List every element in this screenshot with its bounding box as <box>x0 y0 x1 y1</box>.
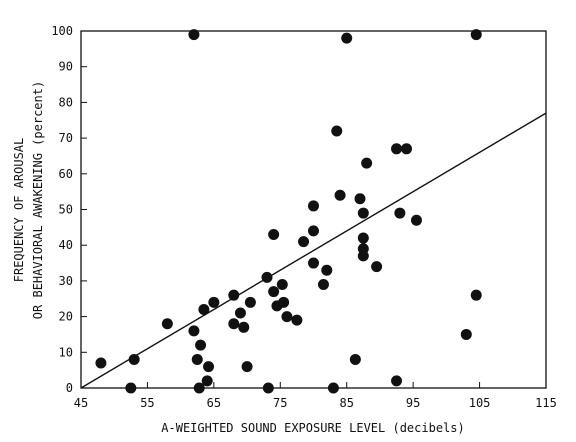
y-tick-label: 80 <box>59 95 73 109</box>
y-tick-label: 10 <box>59 345 73 359</box>
data-point <box>188 29 200 41</box>
data-point <box>208 296 220 308</box>
data-point <box>188 325 200 337</box>
y-axis-title-line1: FREQUENCY OF AROUSAL <box>12 138 26 283</box>
data-point <box>349 353 361 365</box>
y-tick-label: 40 <box>59 238 73 252</box>
y-tick-label: 50 <box>59 203 73 217</box>
y-tick-label: 0 <box>66 381 73 395</box>
y-tick-label: 60 <box>59 167 73 181</box>
data-point <box>125 382 137 394</box>
data-point <box>261 271 273 283</box>
data-point <box>298 236 310 248</box>
data-point <box>276 278 288 290</box>
data-point <box>281 311 293 323</box>
y-tick-label: 100 <box>51 24 73 38</box>
data-point <box>241 361 253 373</box>
data-point <box>371 261 383 273</box>
data-point <box>234 307 246 319</box>
x-axis-ticks: 45 55 65 75 85 95 105 115 <box>74 382 557 410</box>
data-point <box>268 228 280 240</box>
x-tick-label: 75 <box>273 396 287 410</box>
data-point <box>228 289 240 301</box>
data-point <box>191 353 203 365</box>
data-point <box>361 157 373 169</box>
data-point <box>195 339 207 351</box>
data-point <box>321 264 333 276</box>
x-tick-label: 45 <box>74 396 88 410</box>
data-point <box>357 207 369 219</box>
data-point <box>317 278 329 290</box>
data-point <box>201 375 213 387</box>
data-point <box>128 353 140 365</box>
trend-line <box>80 112 547 389</box>
data-point <box>331 125 343 137</box>
data-point <box>394 207 406 219</box>
x-tick-label: 65 <box>207 396 221 410</box>
data-point <box>308 225 319 237</box>
data-point <box>238 321 250 333</box>
data-point <box>203 361 215 373</box>
data-point <box>308 200 319 212</box>
data-point <box>334 189 346 201</box>
y-tick-label: 70 <box>59 131 73 145</box>
data-point <box>391 375 403 387</box>
x-tick-label: 105 <box>469 396 491 410</box>
data-point <box>161 318 173 330</box>
data-point <box>354 193 366 205</box>
data-point <box>460 328 472 340</box>
data-point <box>228 318 240 330</box>
data-point <box>401 143 412 155</box>
data-point <box>198 303 210 315</box>
data-point <box>410 214 422 226</box>
data-point <box>262 382 274 394</box>
x-axis-title: A-WEIGHTED SOUND EXPOSURE LEVEL (decibel… <box>161 421 464 435</box>
data-point <box>470 289 482 301</box>
data-point <box>193 382 205 394</box>
data-points <box>95 29 482 394</box>
data-point <box>357 232 369 244</box>
y-axis-title-line2: OR BEHAVIORAL AWAKENING (percent) <box>31 81 45 319</box>
x-tick-label: 55 <box>140 396 154 410</box>
x-tick-label: 85 <box>339 396 353 410</box>
x-tick-label: 95 <box>406 396 420 410</box>
data-point <box>95 357 107 369</box>
y-axis-title: FREQUENCY OF AROUSAL OR BEHAVIORAL AWAKE… <box>12 81 45 319</box>
data-point <box>308 257 319 269</box>
data-point <box>327 382 339 394</box>
y-tick-label: 20 <box>59 310 73 324</box>
data-point <box>470 29 482 41</box>
data-point <box>278 296 290 308</box>
data-point <box>341 32 353 44</box>
y-axis-ticks: 0 10 20 30 40 50 60 70 80 90 100 <box>51 24 87 395</box>
y-tick-label: 30 <box>59 274 73 288</box>
x-tick-label: 115 <box>535 396 557 410</box>
data-point <box>244 296 256 308</box>
data-point <box>268 286 280 298</box>
data-point <box>357 250 369 262</box>
data-point <box>391 143 403 155</box>
y-tick-label: 90 <box>59 60 73 74</box>
data-point <box>291 314 303 326</box>
